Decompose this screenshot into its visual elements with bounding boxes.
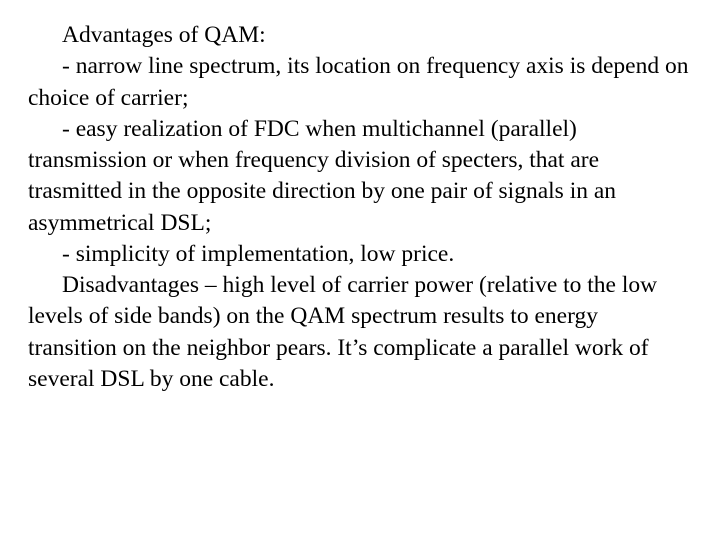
heading-advantages: Advantages of QAM:	[28, 20, 692, 51]
bullet-simplicity: - simplicity of implementation, low pric…	[28, 239, 692, 270]
bullet-narrow-line-spectrum: - narrow line spectrum, its location on …	[28, 51, 692, 114]
document-page: Advantages of QAM: - narrow line spectru…	[0, 0, 720, 415]
bullet-easy-realization-fdc: - easy realization of FDC when multichan…	[28, 114, 692, 239]
paragraph-disadvantages: Disadvantages – high level of carrier po…	[28, 270, 692, 395]
